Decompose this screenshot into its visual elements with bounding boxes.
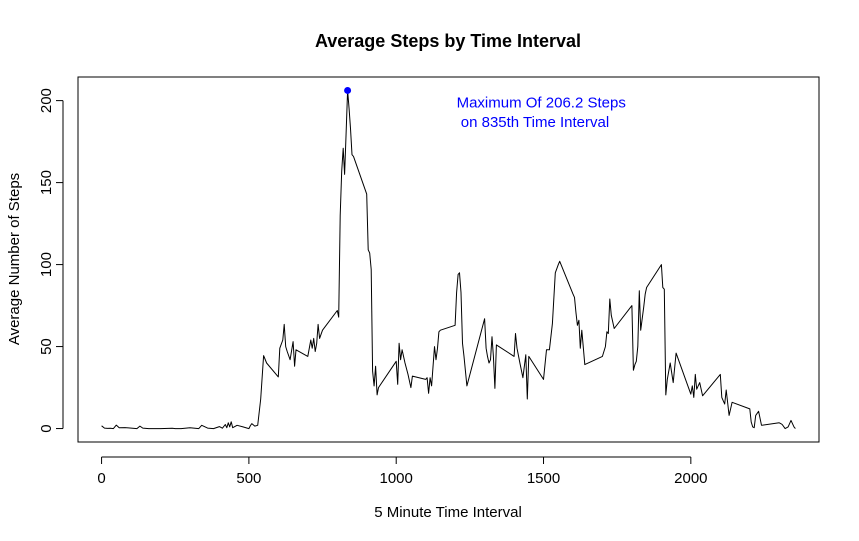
x-tick-label: 500 xyxy=(236,470,261,487)
y-tick-label: 200 xyxy=(38,88,55,113)
x-axis: 0 500 1000 1500 2000 xyxy=(97,456,708,487)
max-annotation-line2: on 835th Time Interval xyxy=(457,114,610,131)
y-tick-label: 0 xyxy=(38,424,55,432)
max-annotation-line1: Maximum Of 206.2 Steps xyxy=(457,94,626,111)
y-tick-label: 100 xyxy=(38,252,55,277)
y-tick-label: 50 xyxy=(38,338,55,355)
x-tick-label: 0 xyxy=(97,470,105,487)
y-axis: 0 50 100 150 200 xyxy=(38,88,64,433)
series-line xyxy=(101,89,796,430)
y-tick-label: 150 xyxy=(38,170,55,195)
chart-title: Average Steps by Time Interval xyxy=(315,31,581,51)
plot-frame xyxy=(77,76,820,443)
x-axis-label: 5 Minute Time Interval xyxy=(374,504,522,521)
x-tick-label: 1000 xyxy=(380,470,413,487)
max-point-marker xyxy=(344,86,352,94)
x-tick-label: 2000 xyxy=(674,470,707,487)
y-axis-label: Average Number of Steps xyxy=(6,173,23,345)
x-tick-label: 1500 xyxy=(527,470,560,487)
